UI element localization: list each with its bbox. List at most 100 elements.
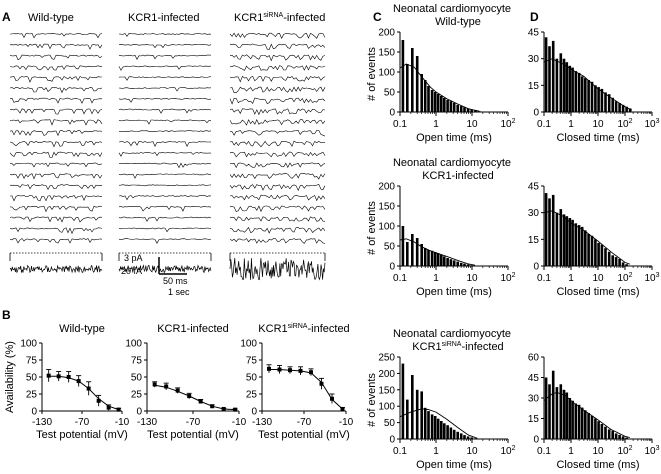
y-tick-label: 100 [378,68,395,79]
x-tick-label: 0.1 [537,119,551,130]
trace-sweep [9,238,103,244]
y-tick-label: 200 [378,182,395,193]
trace-group-0 [9,32,103,274]
histogram-bar [600,88,604,112]
histogram-bar [456,104,459,112]
histogram-bar [614,101,618,112]
data-point [340,406,345,411]
trace-sweep [9,227,103,235]
histogram-bar [430,250,434,266]
histogram-bar [406,242,409,266]
trace-sweep [118,151,212,157]
trace-title-wild-type: Wild-type [28,12,74,24]
trace-sweep [118,184,212,187]
trace-sweep [119,54,212,60]
histogram-bar [427,86,430,112]
histogram-bar [446,425,449,439]
fit-curve [399,63,480,112]
histogram-bar [562,389,566,439]
trace-sweep [9,54,103,61]
histogram-bar [565,62,569,112]
histogram-bar [584,410,587,439]
y-tick-label: 50 [131,373,143,384]
trace-sweep [9,194,102,202]
chart-open-time-kcr1: 0 50 100 150 200 0.1 1 10 102 Open time (ms) # of … [366,157,516,298]
y-tick-label: 250 [378,353,395,364]
histogram-bar [459,106,463,112]
trace-group-1 [118,33,212,274]
histogram-bar [440,254,443,266]
y-tick-label: 0 [136,407,142,418]
trace-sweep [118,227,212,233]
trace-group-2 [229,32,326,281]
y-tick-label: 15 [528,81,540,92]
histogram-bar [401,226,405,266]
y-tick-label: 75 [246,356,258,367]
histogram-bar [446,258,449,266]
y-axis-label: # of events [366,47,378,101]
trace-sweep [229,140,326,148]
chart-title: Neonatal cardiomyocyte [393,3,511,15]
histogram-bar [568,65,572,112]
trace-sweep [229,173,326,180]
histogram-bar [420,391,423,439]
y-axis-label: Availability (%) [4,341,16,413]
histogram-bar [440,96,443,112]
scale-label-1sec: 1 sec [168,287,190,297]
histogram-bar [580,407,584,439]
panel-letter-b: B [2,308,11,322]
y-tick-label: 100 [378,222,395,233]
histogram-bar [420,244,423,266]
y-tick-label: 100 [20,339,37,350]
trace-sweep [229,205,326,213]
y-tick-label: 30 [528,208,540,219]
x-tick-label: 102 [500,445,515,457]
trace-sweep [229,65,326,71]
y-tick-label: 150 [378,48,395,59]
data-point [298,368,303,373]
histogram-bar [420,74,423,112]
y-tick-label: 30 [528,54,540,65]
y-tick-label: 0 [533,435,539,446]
data-point [76,379,81,384]
data-point [309,370,313,375]
histogram-bar [478,111,481,112]
histogram-bar [401,363,405,439]
x-tick-label: 0.1 [537,273,551,284]
ensemble-average [9,264,103,274]
histogram-bar [470,109,473,112]
trace-sweep [229,226,326,234]
x-tick-label: 1 [568,119,574,130]
y-tick-label: 100 [125,339,142,350]
trace-sweep [118,130,212,133]
y-tick-label: 45 [528,373,540,384]
histogram-bar [580,226,584,266]
histogram-bar [406,399,409,439]
histogram-bar [562,214,566,266]
histogram-bar [415,238,419,266]
x-axis-label: Test potential (mV) [258,429,350,441]
histogram-bar [555,58,559,112]
histogram-bar [607,94,611,112]
histogram-bar [466,436,470,439]
histogram-bar [611,255,614,266]
x-tick-label: 10 [592,446,604,457]
y-tick-label: 75 [26,356,38,367]
y-tick-label: 0 [389,262,395,273]
y-tick-label: 200 [378,28,395,39]
x-tick-label: -130 [137,417,157,428]
y-tick-label: 0 [31,407,37,418]
x-tick-label: 102 [617,118,632,130]
trace-sweep [229,151,326,158]
histogram-bar [628,108,632,112]
x-tick-label: -10 [115,417,130,428]
histogram-bar [544,377,548,439]
trace-sweep [9,216,103,223]
trace-title-kcr1: KCR1-infected [128,12,200,24]
histogram-bar [449,101,453,112]
histogram-bar [470,265,473,266]
x-tick-label: 10 [592,273,604,284]
histogram-bar [446,100,449,112]
histogram-bar [411,234,414,266]
